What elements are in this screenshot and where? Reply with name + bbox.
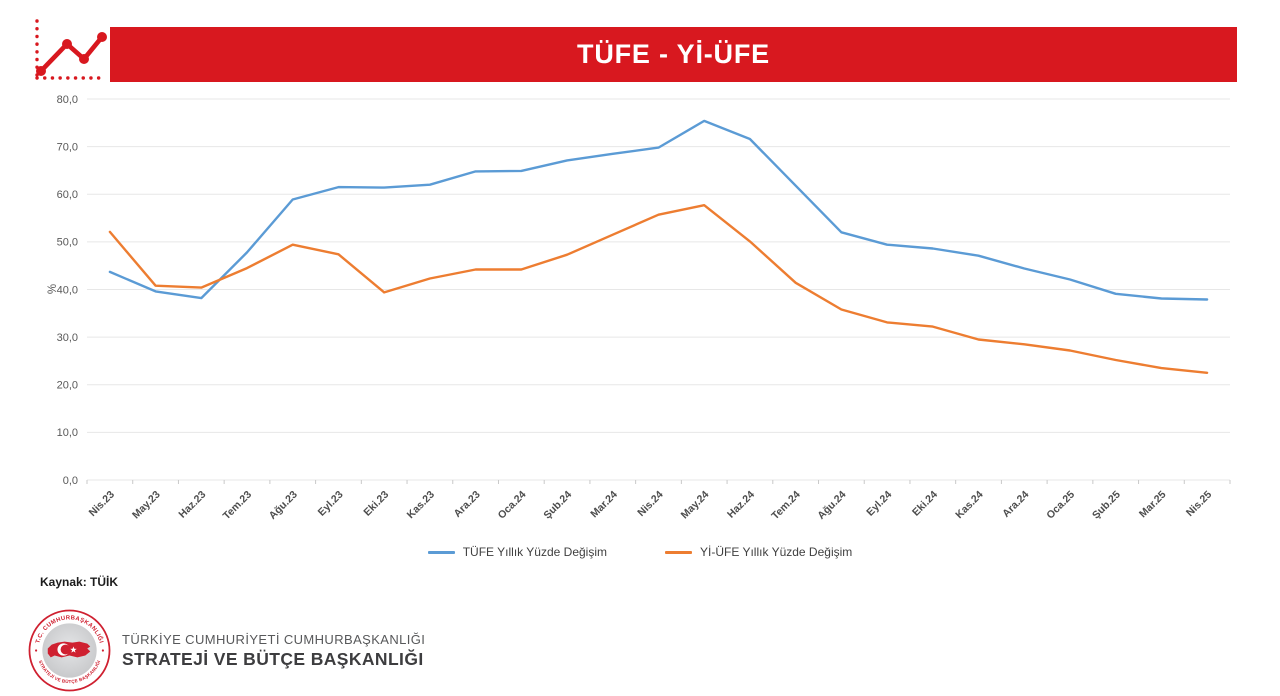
x-tick-label: Oca.24 — [496, 489, 529, 522]
tufe-line-swatch — [427, 550, 455, 554]
line-chart-icon — [35, 19, 107, 80]
x-tick-label: Ara.23 — [452, 489, 483, 520]
x-tick-label: Eki.23 — [361, 489, 391, 519]
chart-canvas: 0,0 10,0 20,0 30,0 40,0 50,0 60,0 70,0 80,0% Nis.… — [47, 94, 1231, 523]
legend-label-tufe: TÜFE Yıllık Yüzde Değişim — [462, 545, 607, 559]
y-tick-label: 50,0 — [57, 237, 78, 249]
yiufe-line-swatch — [665, 550, 692, 554]
series-line-yiufe — [108, 203, 1209, 374]
y-tick-label: 20,0 — [57, 380, 78, 392]
series-line-tufe — [108, 119, 1209, 301]
x-tick-label: Ara.24 — [1000, 489, 1031, 520]
y-tick-label: 10,0 — [57, 427, 78, 439]
y-axis-title: % — [47, 284, 59, 294]
footer: T.C. CUMHURBAŞKANLIĞI STRATEJİ VE BÜTÇE … — [28, 609, 425, 692]
x-tick-label: Mar.24 — [588, 489, 620, 521]
title-banner: TÜFE - Yİ-ÜFE — [110, 27, 1237, 82]
x-tick-label: Tem.24 — [769, 489, 803, 523]
legend-item-yiufe: Yİ-ÜFE Yıllık Yüzde Değişim — [665, 545, 852, 559]
org-name-block: TÜRKİYE CUMHURİYETİ CUMHURBAŞKANLIĞI STR… — [122, 632, 425, 670]
x-tick-label: Ağu.23 — [267, 489, 300, 522]
x-tick-label: Mar.25 — [1137, 489, 1169, 521]
x-tick-label: May.24 — [679, 489, 712, 522]
sbb-logo: T.C. CUMHURBAŞKANLIĞI STRATEJİ VE BÜTÇE … — [28, 609, 111, 692]
y-tick-label: 80,0 — [57, 94, 78, 106]
y-tick-label: 60,0 — [57, 189, 78, 201]
org-name-line1: TÜRKİYE CUMHURİYETİ CUMHURBAŞKANLIĞI — [122, 631, 426, 647]
source-note: Kaynak: TÜİK — [40, 575, 119, 589]
x-tick-label: Şub.24 — [541, 489, 574, 522]
x-tick-label: Kas.23 — [405, 489, 438, 522]
org-name-line2: STRATEJİ VE BÜTÇE BAŞKANLIĞI — [122, 648, 424, 669]
x-tick-label: May.23 — [130, 489, 163, 522]
x-tick-label: Nis.23 — [87, 489, 117, 519]
x-tick-label: Oca.25 — [1044, 489, 1077, 522]
x-tick-label: Şub.25 — [1090, 489, 1123, 522]
legend-item-tufe: TÜFE Yıllık Yüzde Değişim — [427, 545, 607, 559]
x-tick-label: Ağu.24 — [815, 489, 848, 522]
y-tick-label: 30,0 — [57, 332, 78, 344]
x-tick-label: Nis.24 — [635, 489, 665, 519]
x-tick-label: Eyl.23 — [316, 489, 346, 519]
x-tick-label: Haz.23 — [176, 489, 208, 521]
chart-legend: TÜFE Yıllık Yüzde Değişim Yİ-ÜFE Yıllık … — [0, 545, 1280, 559]
page-title: TÜFE - Yİ-ÜFE — [577, 39, 770, 69]
x-tick-label: Kas.24 — [953, 489, 986, 522]
x-tick-label: Eki.24 — [910, 489, 940, 519]
x-tick-label: Eyl.24 — [864, 489, 894, 519]
y-tick-label: 40,0 — [57, 284, 78, 296]
y-tick-label: 70,0 — [57, 141, 78, 153]
x-tick-label: Nis.25 — [1184, 489, 1214, 519]
legend-label-yiufe: Yİ-ÜFE Yıllık Yüzde Değişim — [700, 545, 853, 559]
x-tick-label: Tem.23 — [221, 489, 255, 523]
x-tick-label: Haz.24 — [725, 489, 757, 521]
y-tick-label: 0,0 — [63, 475, 78, 487]
